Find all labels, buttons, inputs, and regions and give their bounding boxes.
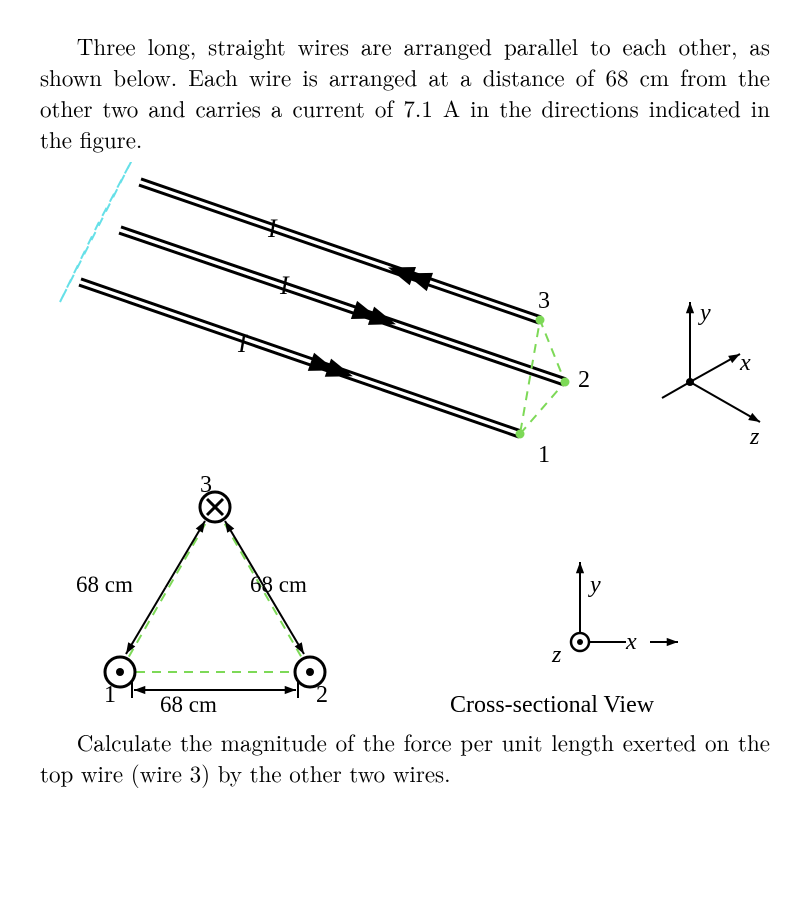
svg-text:Cross-sectional View: Cross-sectional View	[450, 692, 655, 718]
p1-text: Three long, straight wires are arranged …	[40, 29, 770, 155]
paragraph-2: Calculate the magnitude of the force per…	[40, 726, 770, 788]
svg-text:z: z	[551, 642, 562, 668]
svg-text:I: I	[267, 214, 278, 243]
svg-text:I: I	[279, 271, 290, 300]
svg-text:68 cm: 68 cm	[250, 572, 307, 597]
svg-text:I: I	[237, 329, 248, 358]
figure: III213yxz12368 cm68 cm68 cmyxzCross-sect…	[40, 162, 770, 722]
paragraph-1: Three long, straight wires are arranged …	[40, 30, 770, 154]
svg-text:2: 2	[578, 367, 590, 393]
svg-text:x: x	[625, 629, 637, 655]
svg-text:3: 3	[200, 472, 212, 498]
svg-text:68 cm: 68 cm	[160, 692, 217, 717]
svg-text:x: x	[739, 350, 751, 376]
figure-svg: III213yxz12368 cm68 cm68 cmyxzCross-sect…	[40, 162, 770, 722]
svg-text:y: y	[698, 300, 711, 326]
svg-text:3: 3	[538, 288, 550, 314]
svg-text:1: 1	[538, 442, 550, 468]
svg-text:z: z	[749, 424, 760, 450]
svg-text:1: 1	[104, 682, 116, 708]
svg-text:y: y	[588, 572, 601, 598]
svg-text:68 cm: 68 cm	[76, 572, 133, 597]
p2-text: Calculate the magnitude of the force per…	[40, 725, 770, 789]
svg-text:2: 2	[316, 682, 328, 708]
